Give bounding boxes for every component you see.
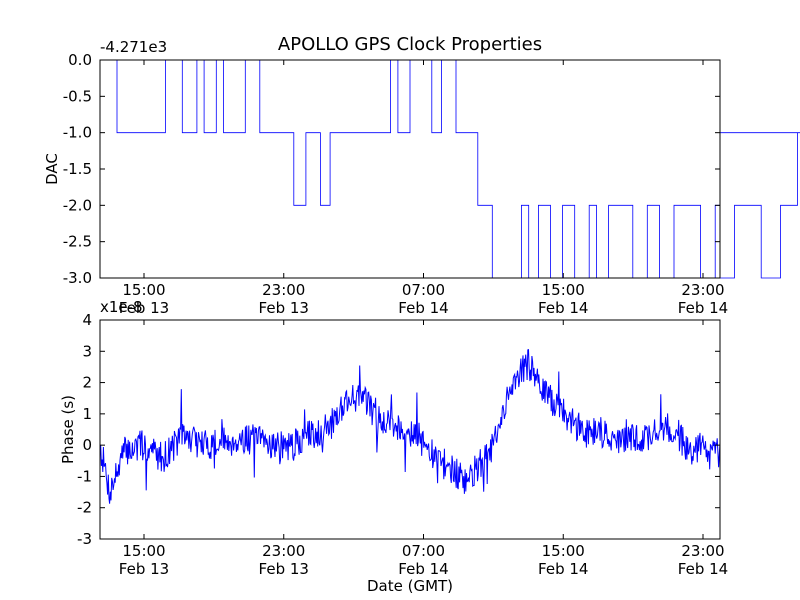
series-line <box>100 59 800 279</box>
x-tick-date: Feb 13 <box>259 299 309 317</box>
axes-frame <box>99 319 721 540</box>
x-tick-time: 07:00 <box>402 281 445 299</box>
y-tick-label: -3.0 <box>63 269 92 287</box>
y-tick-label: -2.0 <box>63 196 92 214</box>
x-tick-time: 15:00 <box>122 281 165 299</box>
y-tick-label: 3 <box>82 342 92 360</box>
x-tick-time: 23:00 <box>262 281 305 299</box>
y-tick-label: -0.5 <box>63 87 92 105</box>
x-tick-time: 23:00 <box>262 542 305 560</box>
x-tick-date: Feb 14 <box>678 560 728 578</box>
chart-title: APOLLO GPS Clock Properties <box>278 34 542 55</box>
x-tick-time: 07:00 <box>402 542 445 560</box>
x-tick-date: Feb 14 <box>398 560 448 578</box>
y-tick-label: 2 <box>82 374 92 392</box>
y-tick-label: -2.5 <box>63 233 92 251</box>
y-tick-label: -1.5 <box>63 160 92 178</box>
x-tick-time: 15:00 <box>542 281 585 299</box>
x-axis-label: Date (GMT) <box>367 577 453 595</box>
y-tick-label: 0.0 <box>68 51 92 69</box>
y-tick-label: -1.0 <box>63 124 92 142</box>
x-tick-date: Feb 14 <box>538 299 588 317</box>
x-tick-time: 15:00 <box>542 542 585 560</box>
y-tick-label: -3 <box>77 530 92 548</box>
x-tick-date: Feb 13 <box>119 299 169 317</box>
y-axis-label: Phase (s) <box>59 395 77 464</box>
x-tick-time: 23:00 <box>681 542 724 560</box>
y-tick-label: 4 <box>82 311 92 329</box>
plot-area <box>100 320 720 539</box>
y-axis-label: DAC <box>43 153 61 185</box>
axis-offset-label: x1e-8 <box>100 298 143 316</box>
x-tick-time: 15:00 <box>122 542 165 560</box>
y-tick-label: -1 <box>77 467 92 485</box>
y-tick-label: 0 <box>82 436 92 454</box>
axis-offset-label: -4.271e3 <box>100 38 167 56</box>
y-tick-label: -2 <box>77 499 92 517</box>
series-line <box>99 349 721 504</box>
x-tick-date: Feb 13 <box>259 560 309 578</box>
x-tick-date: Feb 14 <box>678 299 728 317</box>
x-tick-date: Feb 13 <box>119 560 169 578</box>
y-tick-label: 1 <box>82 405 92 423</box>
x-tick-time: 23:00 <box>681 281 724 299</box>
x-tick-date: Feb 14 <box>398 299 448 317</box>
x-tick-date: Feb 14 <box>538 560 588 578</box>
